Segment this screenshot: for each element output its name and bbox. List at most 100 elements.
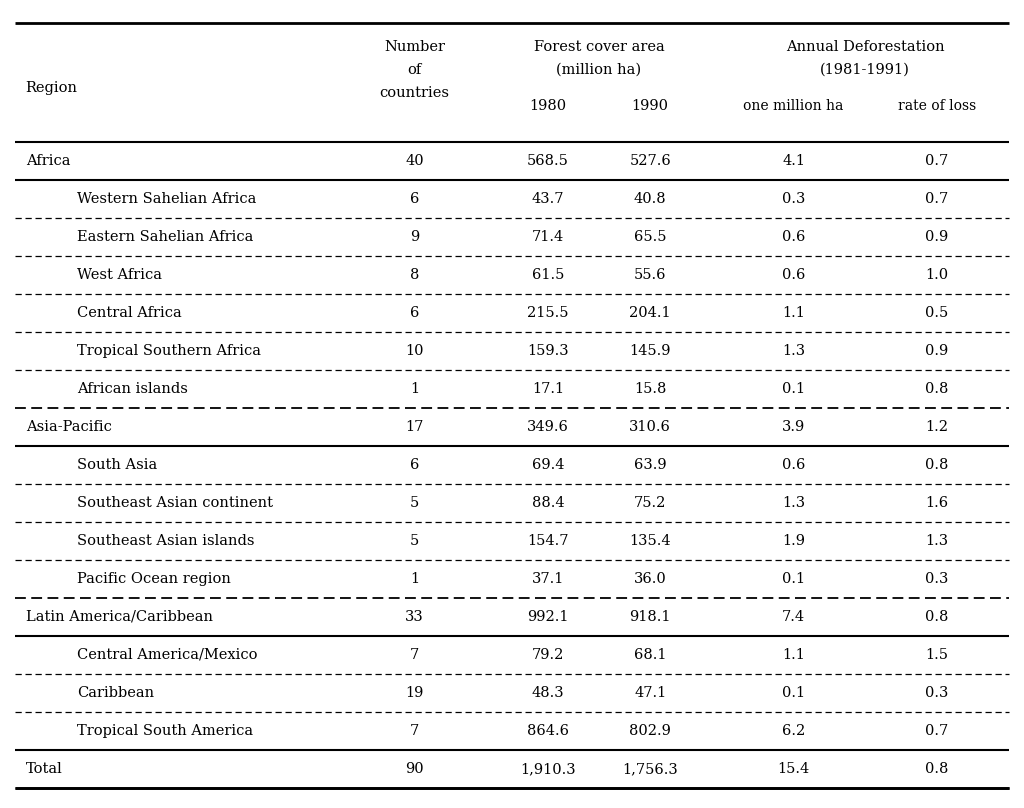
- Text: Total: Total: [26, 762, 62, 776]
- Text: 992.1: 992.1: [527, 610, 568, 624]
- Text: 68.1: 68.1: [634, 648, 667, 662]
- Text: 6.2: 6.2: [782, 724, 805, 738]
- Text: 310.6: 310.6: [630, 420, 671, 434]
- Text: 1980: 1980: [529, 99, 566, 113]
- Text: Southeast Asian continent: Southeast Asian continent: [77, 496, 272, 510]
- Text: African islands: African islands: [77, 382, 187, 396]
- Text: Central Africa: Central Africa: [77, 306, 181, 320]
- Text: Eastern Sahelian Africa: Eastern Sahelian Africa: [77, 230, 253, 244]
- Text: 1: 1: [411, 382, 419, 396]
- Text: 527.6: 527.6: [630, 154, 671, 168]
- Text: 43.7: 43.7: [531, 192, 564, 206]
- Text: 9: 9: [410, 230, 420, 244]
- Text: Forest cover area: Forest cover area: [534, 40, 665, 54]
- Text: 1990: 1990: [632, 99, 669, 113]
- Text: one million ha: one million ha: [743, 99, 844, 113]
- Text: 6: 6: [410, 306, 420, 320]
- Text: Number: Number: [384, 40, 445, 54]
- Text: 0.8: 0.8: [926, 762, 948, 776]
- Text: 1: 1: [411, 572, 419, 586]
- Text: 71.4: 71.4: [531, 230, 564, 244]
- Text: 0.1: 0.1: [782, 382, 805, 396]
- Text: 154.7: 154.7: [527, 534, 568, 548]
- Text: 349.6: 349.6: [527, 420, 568, 434]
- Text: 0.6: 0.6: [782, 230, 805, 244]
- Text: Caribbean: Caribbean: [77, 686, 154, 700]
- Text: 802.9: 802.9: [630, 724, 671, 738]
- Text: Asia-Pacific: Asia-Pacific: [26, 420, 112, 434]
- Text: countries: countries: [380, 86, 450, 99]
- Text: 4.1: 4.1: [782, 154, 805, 168]
- Text: 1.3: 1.3: [926, 534, 948, 548]
- Text: 17: 17: [406, 420, 424, 434]
- Text: 79.2: 79.2: [531, 648, 564, 662]
- Text: 0.9: 0.9: [926, 230, 948, 244]
- Text: 15.8: 15.8: [634, 382, 667, 396]
- Text: 0.6: 0.6: [782, 268, 805, 282]
- Text: Africa: Africa: [26, 154, 70, 168]
- Text: 5: 5: [410, 496, 420, 510]
- Text: 0.5: 0.5: [926, 306, 948, 320]
- Text: 55.6: 55.6: [634, 268, 667, 282]
- Text: Central America/Mexico: Central America/Mexico: [77, 648, 257, 662]
- Text: 0.9: 0.9: [926, 344, 948, 358]
- Text: Pacific Ocean region: Pacific Ocean region: [77, 572, 230, 586]
- Text: 47.1: 47.1: [634, 686, 667, 700]
- Text: 90: 90: [406, 762, 424, 776]
- Text: 1,910.3: 1,910.3: [520, 762, 575, 776]
- Text: 75.2: 75.2: [634, 496, 667, 510]
- Text: 6: 6: [410, 458, 420, 472]
- Text: 10: 10: [406, 344, 424, 358]
- Text: South Asia: South Asia: [77, 458, 157, 472]
- Text: 40: 40: [406, 154, 424, 168]
- Text: (million ha): (million ha): [556, 63, 642, 77]
- Text: Tropical South America: Tropical South America: [77, 724, 253, 738]
- Text: 1.6: 1.6: [926, 496, 948, 510]
- Text: 135.4: 135.4: [630, 534, 671, 548]
- Text: 6: 6: [410, 192, 420, 206]
- Text: 17.1: 17.1: [531, 382, 564, 396]
- Text: 215.5: 215.5: [527, 306, 568, 320]
- Text: 145.9: 145.9: [630, 344, 671, 358]
- Text: 5: 5: [410, 534, 420, 548]
- Text: 1.1: 1.1: [782, 306, 805, 320]
- Text: 8: 8: [410, 268, 420, 282]
- Text: 204.1: 204.1: [630, 306, 671, 320]
- Text: 37.1: 37.1: [531, 572, 564, 586]
- Text: Tropical Southern Africa: Tropical Southern Africa: [77, 344, 261, 358]
- Text: 0.7: 0.7: [926, 192, 948, 206]
- Text: 0.7: 0.7: [926, 724, 948, 738]
- Text: 159.3: 159.3: [527, 344, 568, 358]
- Text: 0.3: 0.3: [926, 572, 948, 586]
- Text: 88.4: 88.4: [531, 496, 564, 510]
- Text: 61.5: 61.5: [531, 268, 564, 282]
- Text: 1.5: 1.5: [926, 648, 948, 662]
- Text: 63.9: 63.9: [634, 458, 667, 472]
- Text: 918.1: 918.1: [630, 610, 671, 624]
- Text: 1.1: 1.1: [782, 648, 805, 662]
- Text: 69.4: 69.4: [531, 458, 564, 472]
- Text: 1.0: 1.0: [926, 268, 948, 282]
- Text: 7: 7: [410, 648, 420, 662]
- Text: 3.9: 3.9: [782, 420, 805, 434]
- Text: 1.3: 1.3: [782, 496, 805, 510]
- Text: rate of loss: rate of loss: [898, 99, 976, 113]
- Text: 0.1: 0.1: [782, 686, 805, 700]
- Text: Latin America/Caribbean: Latin America/Caribbean: [26, 610, 213, 624]
- Text: 1.9: 1.9: [782, 534, 805, 548]
- Text: Southeast Asian islands: Southeast Asian islands: [77, 534, 254, 548]
- Text: 0.1: 0.1: [782, 572, 805, 586]
- Text: West Africa: West Africa: [77, 268, 162, 282]
- Text: 7.4: 7.4: [782, 610, 805, 624]
- Text: 1.3: 1.3: [782, 344, 805, 358]
- Text: 19: 19: [406, 686, 424, 700]
- Text: 1,756.3: 1,756.3: [623, 762, 678, 776]
- Text: 15.4: 15.4: [777, 762, 810, 776]
- Text: 1.2: 1.2: [926, 420, 948, 434]
- Text: 0.8: 0.8: [926, 610, 948, 624]
- Text: Western Sahelian Africa: Western Sahelian Africa: [77, 192, 256, 206]
- Text: (1981-1991): (1981-1991): [820, 63, 910, 77]
- Text: 0.8: 0.8: [926, 382, 948, 396]
- Text: 0.3: 0.3: [782, 192, 805, 206]
- Text: 7: 7: [410, 724, 420, 738]
